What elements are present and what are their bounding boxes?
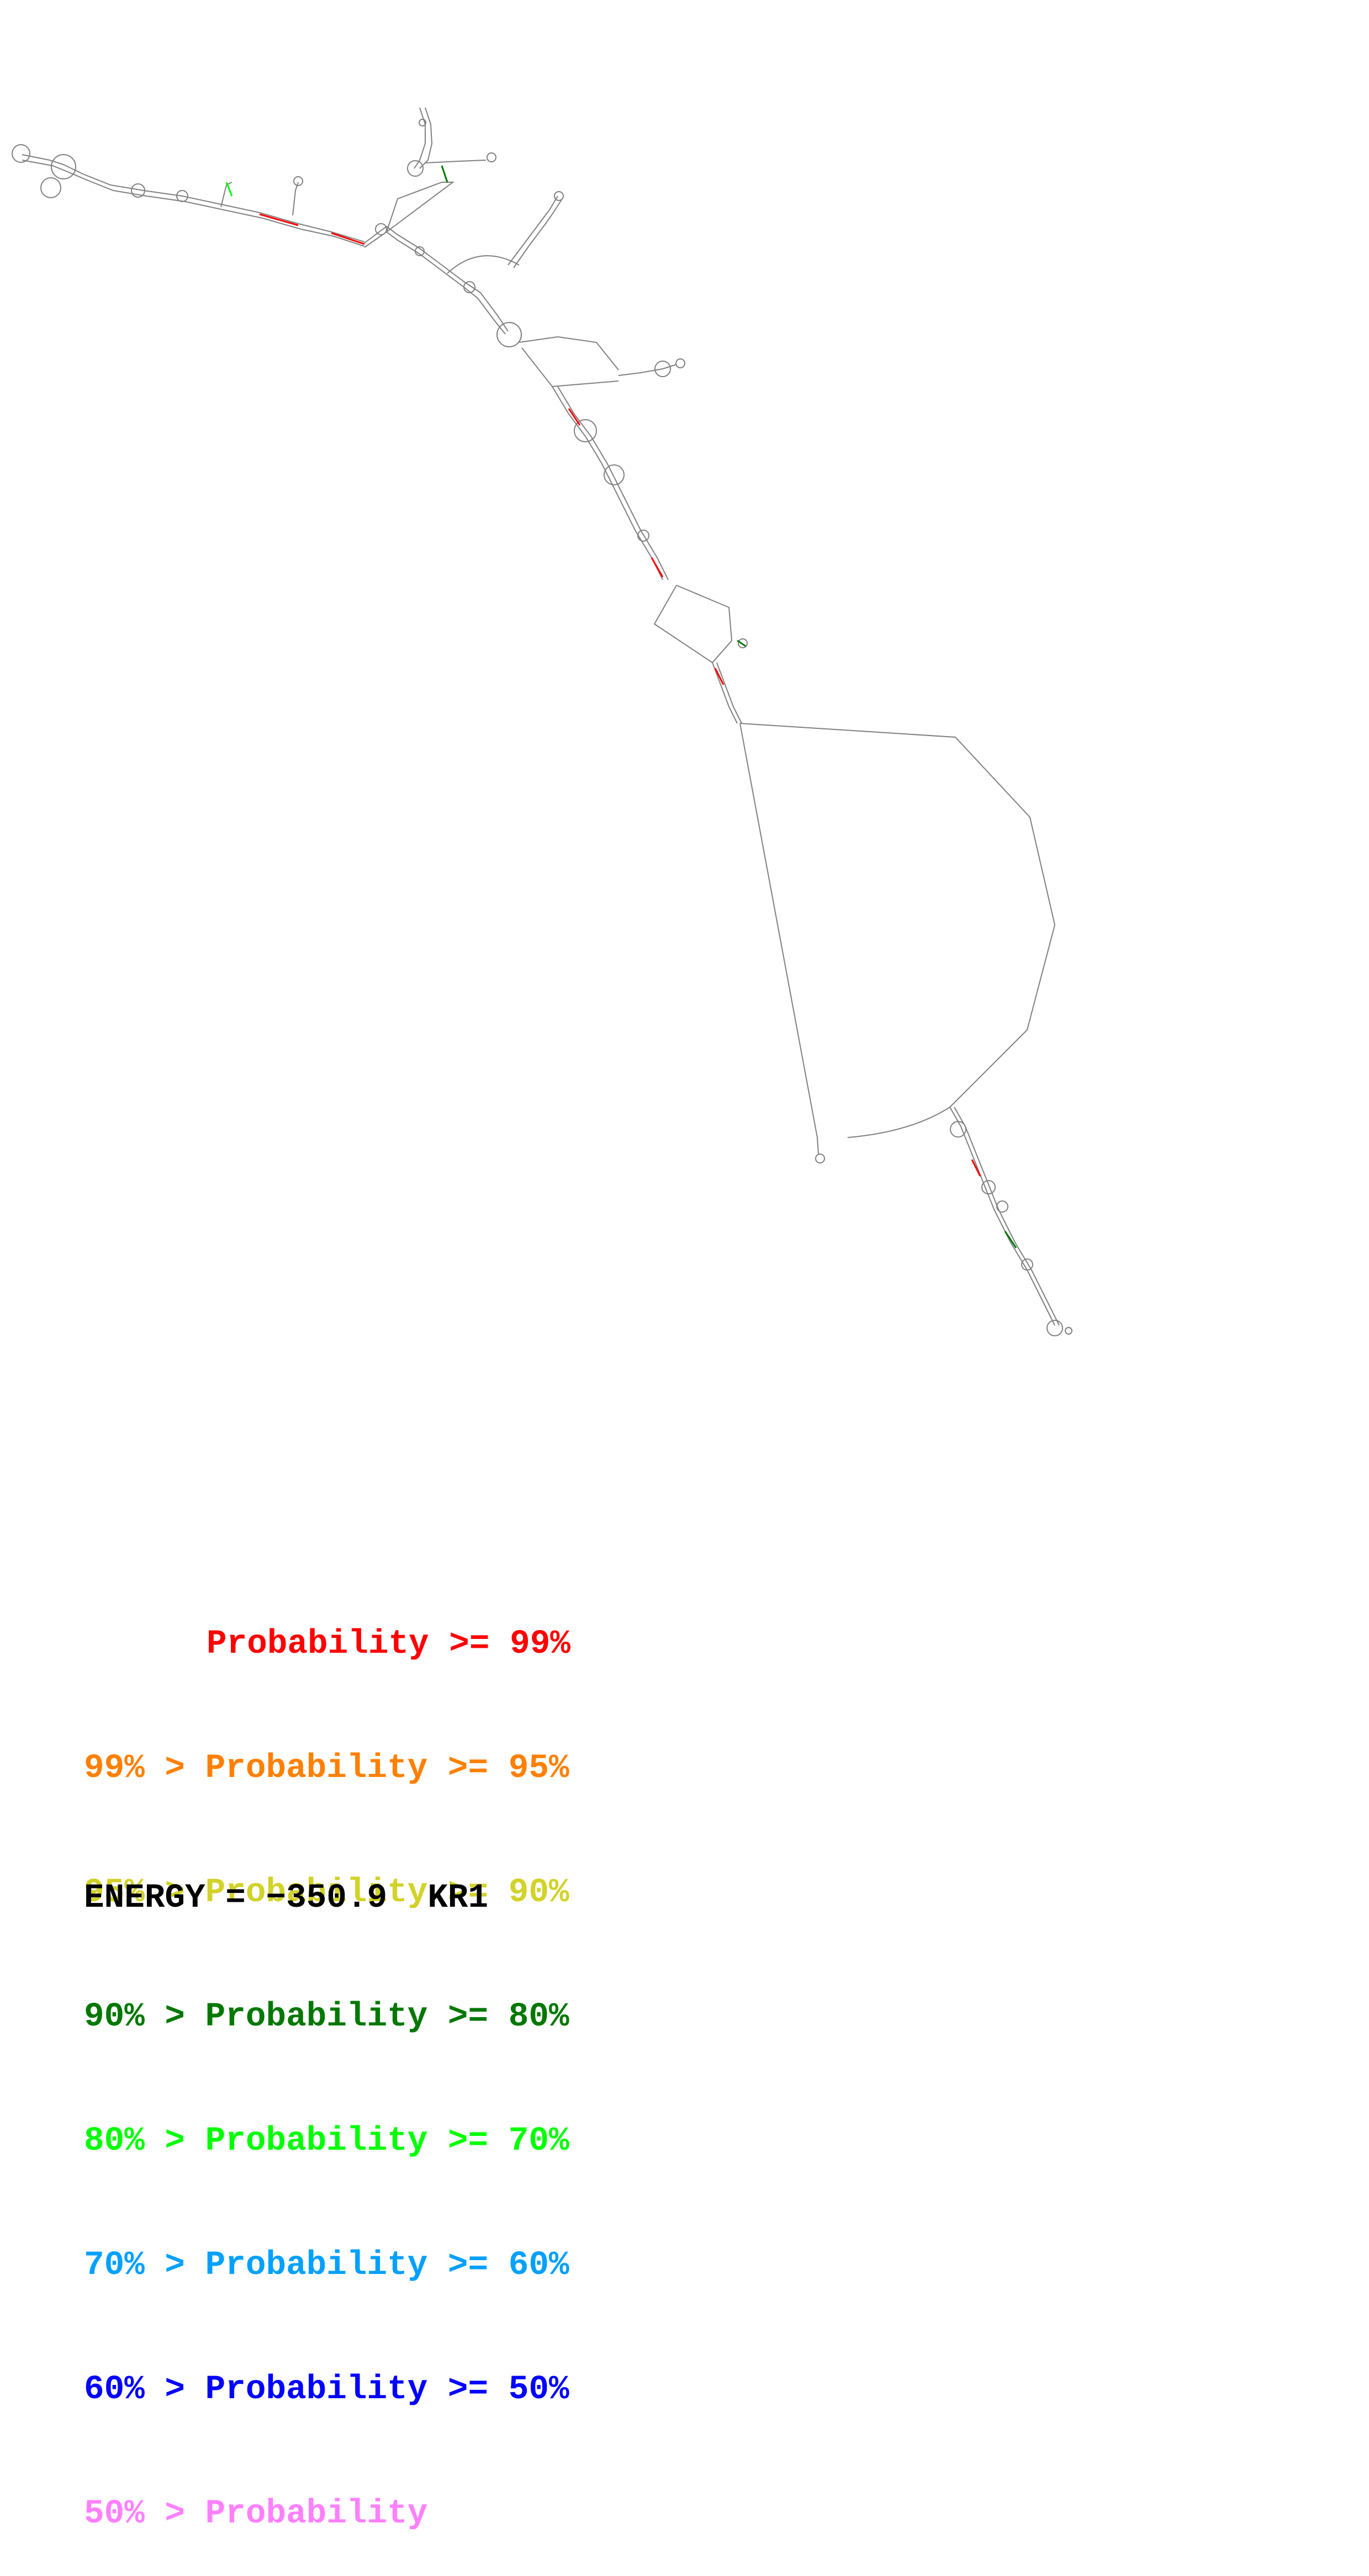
legend-row: Probability >= 99%: [84, 1623, 570, 1665]
internal-loop: [1021, 1258, 1033, 1271]
internal-loop: [981, 1180, 996, 1194]
internal-loop: [463, 281, 475, 293]
pair-green: [441, 165, 448, 183]
pair-red: [651, 557, 664, 578]
internal-loop: [415, 246, 425, 256]
internal-loop: [375, 223, 387, 235]
hairpin-loop: [12, 144, 30, 163]
legend-text: Probability >= 95%: [205, 1749, 569, 1787]
hairpin-loop: [675, 358, 685, 368]
backbone-trunk-strand2: [364, 231, 506, 335]
legend-prefix: 99% >: [84, 1749, 205, 1787]
pair-green: [225, 182, 233, 197]
rna-secondary-structure: [12, 107, 1072, 1336]
arc-lower: [847, 1107, 950, 1138]
legend-text: Probability >= 60%: [205, 2246, 569, 2284]
internal-loop: [604, 464, 625, 485]
pair-red: [714, 668, 725, 685]
legend-row: 60% > Probability >= 50%: [84, 2369, 570, 2410]
legend-row: 70% > Probability >= 60%: [84, 2245, 570, 2286]
backbone-upper-left-arm: [22, 154, 365, 242]
internal-loop: [40, 177, 61, 198]
backbone-upper-left-arm-strand2: [22, 160, 365, 247]
backbone-trunk: [364, 225, 509, 332]
legend-text: Probability >= 80%: [205, 1998, 569, 2036]
multiloop: [653, 585, 733, 664]
hairpin-loop: [1065, 1327, 1072, 1335]
pair-green: [1004, 1231, 1017, 1249]
internal-loop: [654, 361, 671, 377]
pair-red: [568, 408, 581, 426]
backbone-right-arm: [508, 195, 558, 266]
hairpin-loop: [815, 1154, 825, 1163]
backbone-bottom-right: [949, 1107, 1055, 1326]
pair-red: [971, 1159, 981, 1177]
internal-loop: [1046, 1320, 1063, 1336]
energy-label: ENERGY =: [84, 1879, 266, 1917]
pair-red: [331, 232, 365, 245]
long-link: [386, 182, 454, 232]
stem: [817, 1137, 819, 1155]
internal-loop: [176, 190, 188, 202]
hairpin-loop: [293, 176, 303, 186]
backbone-middle-strand2: [557, 386, 669, 580]
internal-loop: [637, 530, 649, 542]
internal-loop: [51, 154, 76, 179]
legend-text: Probability >= 99%: [207, 1625, 570, 1663]
internal-loop: [950, 1121, 966, 1138]
backbone-bottom-right-strand2: [954, 1107, 1060, 1326]
backbone-right-arm-strand2: [513, 198, 563, 268]
long-link: [519, 336, 619, 371]
arc-loop: [447, 255, 520, 274]
stem: [618, 364, 677, 376]
legend-row: 99% > Probability >= 95%: [84, 1748, 570, 1789]
legend-prefix: 95% >: [84, 1874, 205, 1912]
legend-text: Probability: [205, 2495, 428, 2533]
legend-prefix: 50% >: [84, 2495, 205, 2533]
stem: [425, 160, 487, 163]
pair-green: [737, 639, 746, 647]
stem: [292, 182, 299, 216]
legend-row: 90% > Probability >= 80%: [84, 1996, 570, 2038]
internal-loop: [496, 322, 522, 347]
hairpin-loop: [419, 119, 426, 126]
legend-row: 80% > Probability >= 70%: [84, 2120, 570, 2162]
hairpin-loop: [738, 638, 748, 648]
internal-loop: [996, 1200, 1008, 1213]
internal-loop: [574, 419, 597, 442]
legend-row: 95% > Probability >= 90%: [84, 1872, 570, 1913]
backbone-lower-strand2: [716, 662, 742, 724]
stem: [220, 182, 232, 208]
legend-text: Probability >= 50%: [205, 2371, 569, 2409]
pair-red: [259, 213, 299, 226]
long-link: [521, 347, 619, 388]
energy-value: −350.9: [266, 1879, 388, 1917]
backbone-lower: [712, 662, 738, 724]
legend-prefix: 80% >: [84, 2122, 205, 2160]
backbone-top-stem: [414, 107, 426, 169]
legend-row: 50% > Probability: [84, 2493, 570, 2535]
legend-prefix: 70% >: [84, 2246, 205, 2284]
hairpin-loop: [554, 191, 564, 201]
hairpin-loop: [487, 152, 496, 162]
legend-prefix: 90% >: [84, 1998, 205, 2036]
legend-prefix: 60% >: [84, 2371, 205, 2409]
structure-name: KR1: [427, 1879, 489, 1917]
large-loop-left: [739, 723, 818, 1138]
legend-text: Probability >= 90%: [205, 1874, 569, 1912]
probability-legend: Probability >= 99% 99% > Probability >= …: [84, 1541, 570, 2576]
internal-loop: [407, 160, 424, 177]
large-loop: [739, 723, 1056, 1108]
backbone-middle: [552, 386, 663, 580]
internal-loop: [131, 183, 145, 198]
legend-text: Probability >= 70%: [205, 2122, 569, 2160]
energy-line: ENERGY = −350.9 KR1: [84, 1877, 488, 1919]
